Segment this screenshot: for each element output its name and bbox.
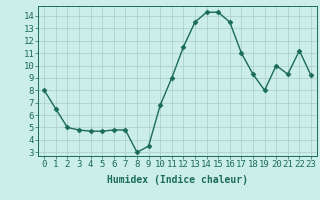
X-axis label: Humidex (Indice chaleur): Humidex (Indice chaleur) [107,175,248,185]
